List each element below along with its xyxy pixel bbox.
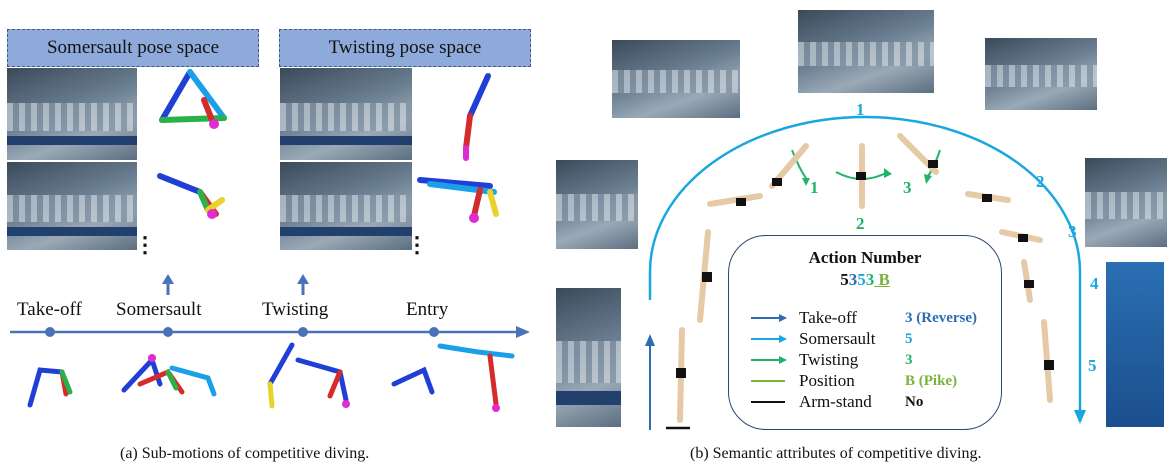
somersault-count-2: 2 bbox=[1036, 172, 1045, 191]
pose-skeleton-4 bbox=[417, 177, 499, 223]
pose-skeleton-2 bbox=[157, 173, 225, 219]
dive-photo-top-right bbox=[985, 38, 1097, 110]
code-position: B bbox=[874, 270, 890, 289]
pose-skeleton-3 bbox=[463, 73, 491, 161]
legend-label-somersault: Somersault bbox=[799, 329, 876, 348]
somersault-ellipsis: ⋮ bbox=[134, 232, 156, 257]
dive-photo-left-mid bbox=[556, 160, 638, 249]
pose-skeleton-1 bbox=[159, 69, 227, 129]
legend-label-armstand: Arm-stand bbox=[799, 392, 872, 411]
action-number-box: Action Number 5353 B Take-off Somersault… bbox=[728, 235, 1002, 430]
somersault-photo-2 bbox=[7, 162, 137, 250]
legend-label-twisting: Twisting bbox=[799, 350, 859, 369]
action-number-title: Action Number bbox=[808, 248, 922, 267]
timeline-label-twisting: Twisting bbox=[262, 299, 329, 320]
twisting-photo-2 bbox=[280, 162, 412, 250]
twist-count-2: 2 bbox=[856, 214, 865, 233]
somersault-photo-1 bbox=[7, 68, 137, 160]
dive-photo-left-bottom bbox=[556, 288, 621, 427]
diver-suits bbox=[676, 160, 1054, 378]
caption-b: (b) Semantic attributes of competitive d… bbox=[690, 445, 982, 462]
twist-count-3: 3 bbox=[903, 178, 912, 197]
up-arrow-somersault bbox=[162, 274, 174, 295]
code-digit-3: 5 bbox=[857, 270, 866, 289]
twisting-pose-space-label: Twisting pose space bbox=[279, 29, 531, 67]
dive-photo-right-bottom bbox=[1106, 262, 1164, 427]
twisting-photo-1 bbox=[280, 68, 412, 160]
code-digit-4: 3 bbox=[865, 270, 875, 289]
twist-count-1: 1 bbox=[810, 178, 819, 197]
somersault-count-1: 1 bbox=[856, 100, 865, 119]
timeline-label-entry: Entry bbox=[406, 299, 449, 320]
legend-value-twisting: 3 bbox=[905, 352, 913, 368]
right-diagram bbox=[645, 115, 1086, 430]
twisting-ellipsis: ⋮ bbox=[406, 232, 428, 257]
timeline-arrowhead bbox=[516, 326, 530, 338]
timeline-label-takeoff: Take-off bbox=[17, 299, 82, 320]
somersault-count-4: 4 bbox=[1090, 274, 1099, 293]
left-diagram bbox=[10, 69, 530, 412]
somersault-pose-space-label: Somersault pose space bbox=[7, 29, 259, 67]
caption-a: (a) Sub-motions of competitive diving. bbox=[120, 445, 370, 462]
legend-label-takeoff: Take-off bbox=[799, 308, 857, 327]
somersault-arc bbox=[648, 115, 1082, 414]
code-digit-2: 3 bbox=[848, 270, 858, 289]
timeline-label-somersault: Somersault bbox=[116, 299, 202, 320]
up-arrow-twisting bbox=[297, 274, 309, 295]
legend-label-position: Position bbox=[799, 371, 855, 390]
timeline-dot-twisting bbox=[298, 327, 308, 337]
legend-value-somersault: 5 bbox=[905, 331, 913, 347]
code-digit-1: 5 bbox=[840, 270, 849, 289]
legend-value-takeoff: 3 (Reverse) bbox=[905, 310, 978, 326]
dive-photo-top-left bbox=[612, 40, 740, 118]
timeline-dot-entry bbox=[429, 327, 439, 337]
dive-photo-top-center bbox=[798, 10, 934, 93]
legend-value-armstand: No bbox=[905, 394, 924, 410]
bottom-skeletons bbox=[27, 342, 515, 412]
somersault-count-3: 3 bbox=[1068, 222, 1077, 241]
dive-photo-right-mid bbox=[1085, 158, 1167, 247]
somersault-count-5: 5 bbox=[1088, 356, 1097, 375]
action-number-code: 5353 B bbox=[729, 270, 1001, 290]
legend-value-position: B (Pike) bbox=[905, 373, 958, 389]
timeline-dot-takeoff bbox=[45, 327, 55, 337]
legend-markers bbox=[751, 314, 787, 403]
timeline-dot-somersault bbox=[163, 327, 173, 337]
